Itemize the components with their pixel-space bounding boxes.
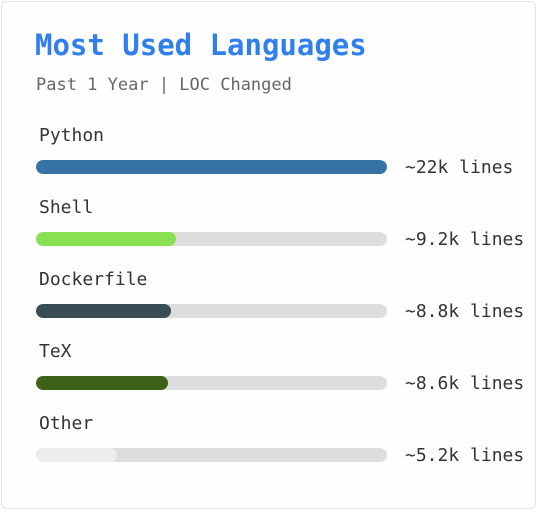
bar-fill: [36, 304, 172, 318]
line-count-label: ~9.2k lines: [405, 229, 525, 250]
line-count-label: ~8.8k lines: [405, 301, 525, 322]
language-row: Other ~5.2k lines: [0, 413, 539, 485]
chart-title: Most Used Languages: [35, 28, 367, 62]
language-row: Dockerfile ~8.8k lines: [0, 269, 539, 341]
language-name: Other: [39, 413, 94, 434]
language-name: Shell: [39, 197, 94, 218]
language-row: Shell ~9.2k lines: [0, 197, 539, 269]
bar-fill: [36, 448, 117, 462]
bar-fill: [36, 376, 168, 390]
language-name: Python: [39, 125, 105, 146]
bar-fill: [36, 232, 177, 246]
bar-track: [36, 232, 387, 246]
bar-track: [36, 376, 387, 390]
bar-track: [36, 160, 387, 174]
language-name: TeX: [39, 341, 72, 362]
language-row: TeX ~8.6k lines: [0, 341, 539, 413]
bar-track: [36, 304, 387, 318]
line-count-label: ~5.2k lines: [405, 445, 525, 466]
line-count-label: ~22k lines: [405, 157, 514, 178]
bar-fill: [36, 160, 387, 174]
chart-subtitle: Past 1 Year | LOC Changed: [36, 75, 292, 95]
bar-track: [36, 448, 387, 462]
language-row: Python ~22k lines: [0, 125, 539, 197]
line-count-label: ~8.6k lines: [405, 373, 525, 394]
language-name: Dockerfile: [39, 269, 148, 290]
